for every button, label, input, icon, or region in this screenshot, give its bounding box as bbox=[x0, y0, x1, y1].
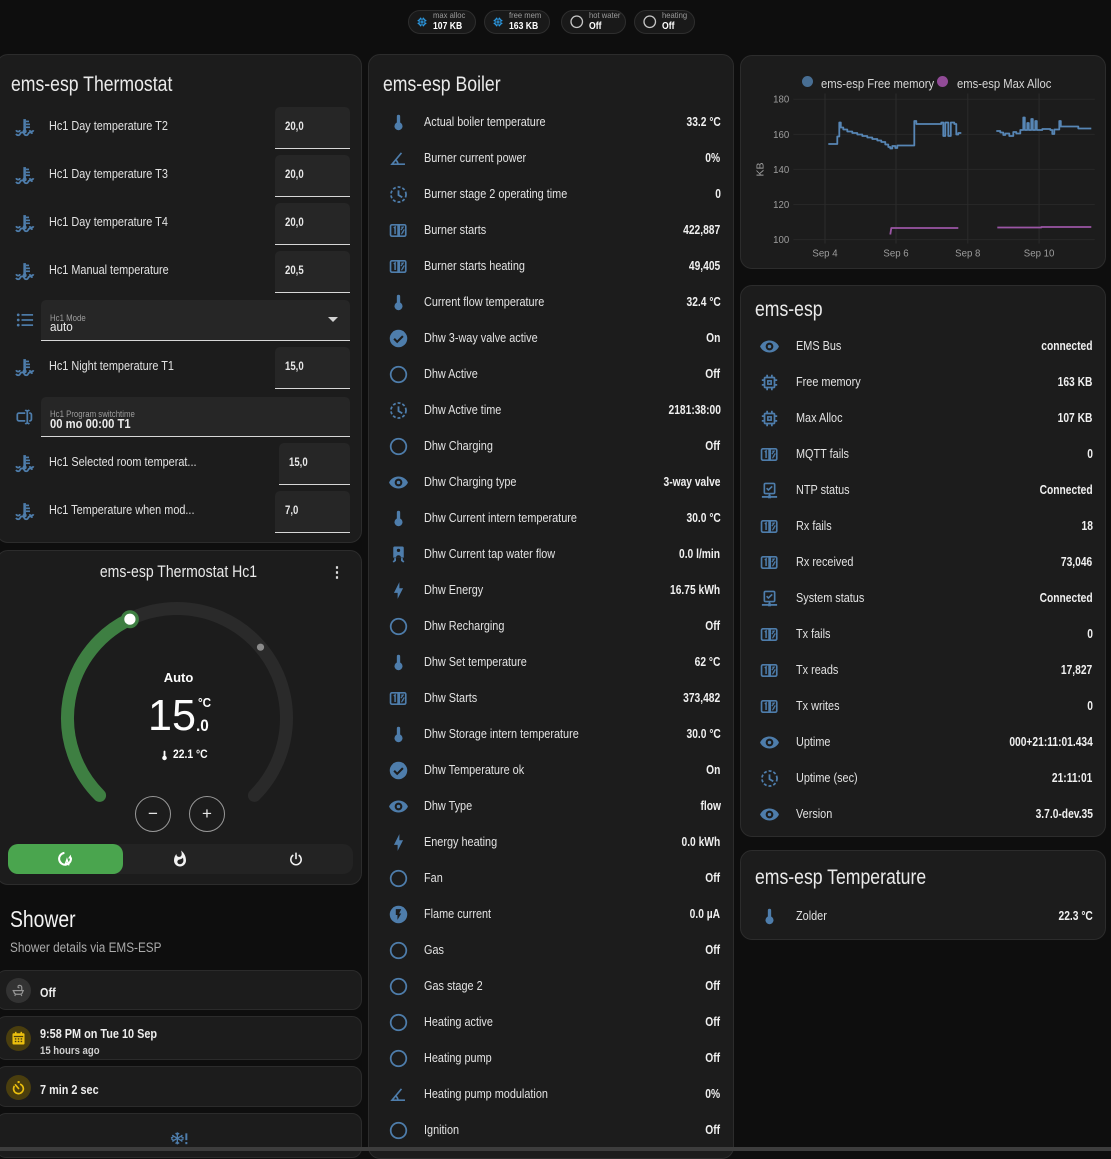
svg-text:180: 180 bbox=[773, 94, 789, 105]
svg-text:120: 120 bbox=[773, 199, 789, 210]
svg-text:Sep 4: Sep 4 bbox=[812, 248, 838, 259]
svg-text:140: 140 bbox=[773, 164, 789, 175]
svg-text:Sep 8: Sep 8 bbox=[955, 248, 981, 259]
svg-text:Sep 10: Sep 10 bbox=[1023, 248, 1054, 259]
svg-text:Sep 6: Sep 6 bbox=[883, 248, 909, 259]
svg-text:KB: KB bbox=[754, 162, 766, 176]
svg-text:160: 160 bbox=[773, 129, 789, 140]
svg-text:100: 100 bbox=[773, 234, 789, 245]
